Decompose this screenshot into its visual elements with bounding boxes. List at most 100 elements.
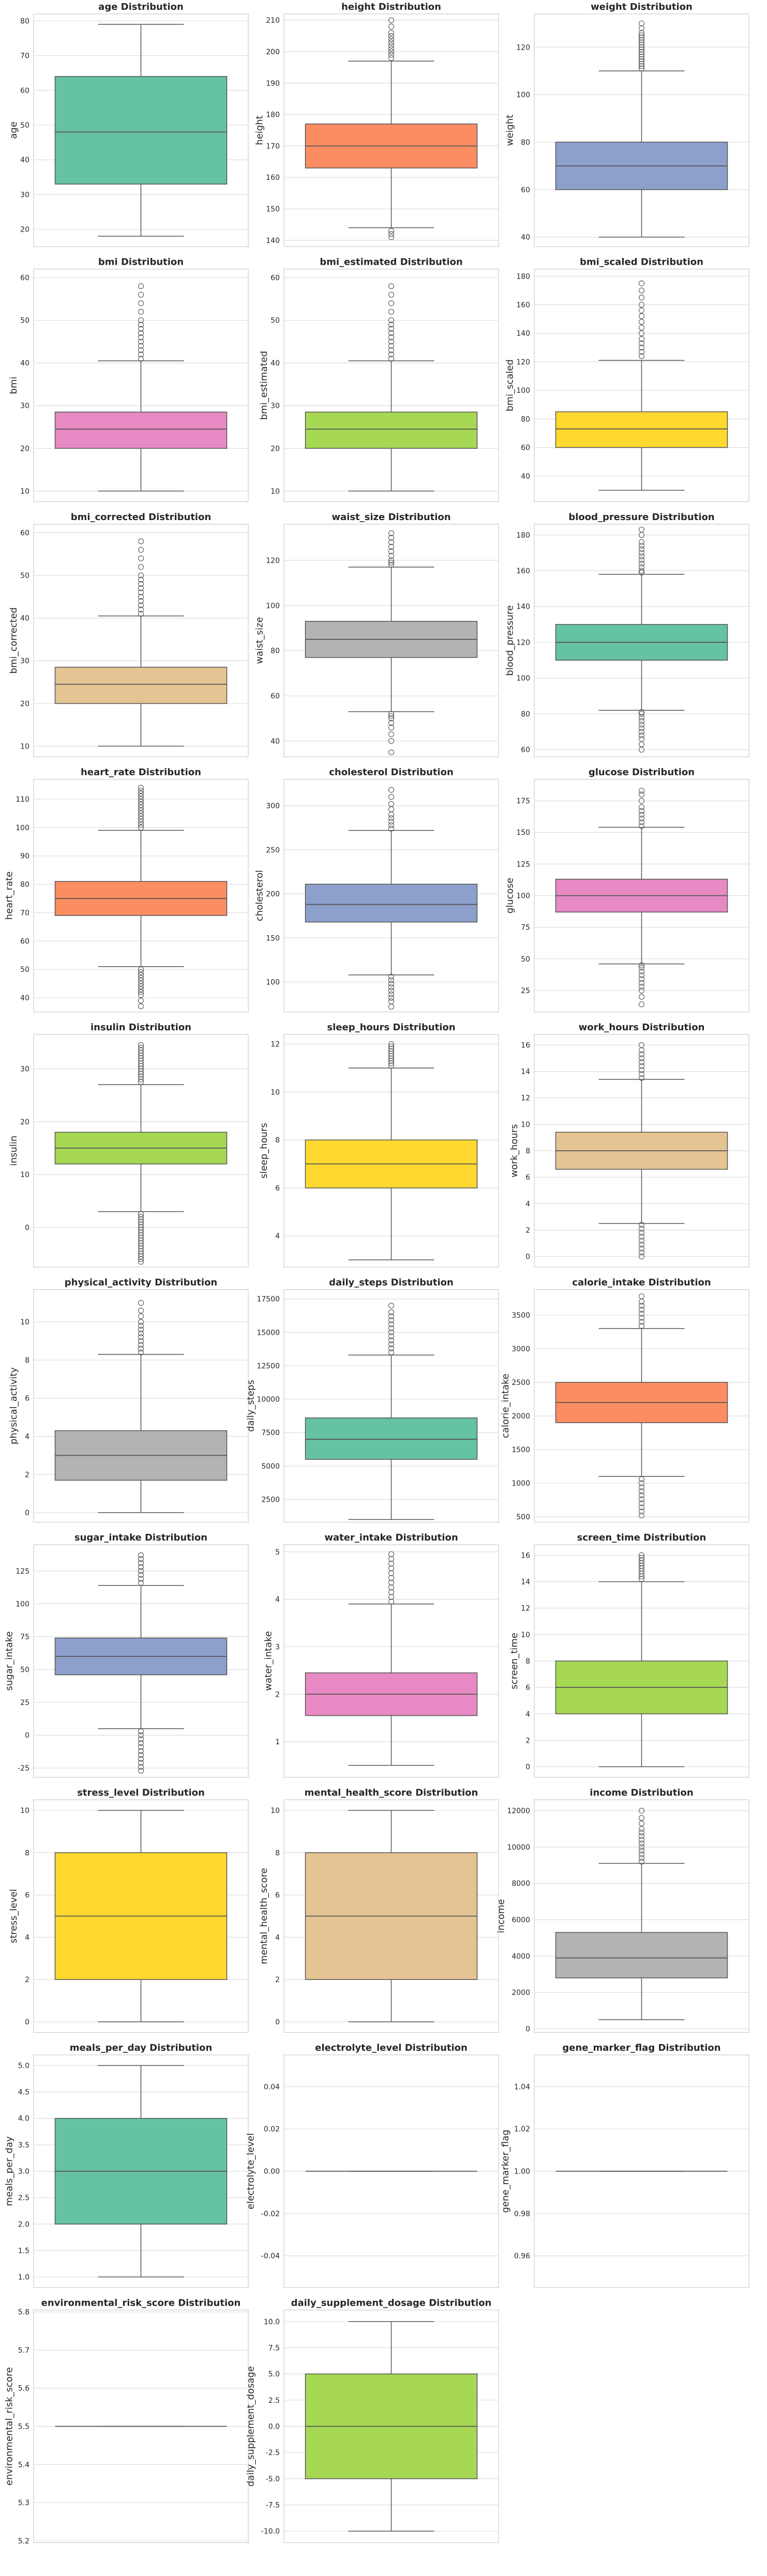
y-tick-label: 140 [516,330,530,338]
y-tick-label: 50 [20,1666,29,1674]
y-tick-label: 50 [20,317,29,325]
outlier-point [388,544,395,550]
y-axis-label: bmi_scaled [505,359,516,411]
outlier-point [638,980,645,986]
y-axis-label: environmental_risk_score [4,2367,15,2486]
outlier-point [638,564,645,570]
y-tick-label: 5.8 [18,2308,29,2316]
y-tick-label: 7500 [261,1429,280,1437]
outlier-point [638,815,645,821]
y-axis-label: income [496,1899,507,1933]
y-tick-label: 2000 [512,1989,530,1997]
y-tick-label: 17500 [257,1295,280,1304]
outlier-point [388,826,395,832]
outlier-point [638,1508,645,1515]
outlier-point [638,35,645,41]
outlier-point [638,718,645,724]
outlier-point [388,309,395,315]
chart-title: bmi_estimated Distribution [320,257,463,268]
outlier-point [138,581,144,587]
outlier-point [638,968,645,974]
outlier-point [638,1226,645,1232]
chart-title: work_hours Distribution [579,1022,705,1033]
y-axis-label: bmi [8,377,19,394]
y-tick-label: 4 [525,1710,530,1718]
outlier-point [138,292,144,298]
y-tick-label: 40 [270,737,280,745]
y-tick-label: 50 [270,317,280,325]
outlier-point [638,30,645,36]
outlier-point [388,1589,395,1595]
outlier-point [388,1551,395,1557]
outlier-point [138,606,144,613]
outlier-point [388,39,395,45]
outlier-point [138,317,144,324]
subplot: 20 30 40 50 60 70 80 age Distribution age [8,2,249,247]
outlier-point [388,995,395,1001]
y-tick-label: 100 [16,824,29,832]
outlier-point [638,557,645,563]
outlier-point [388,1598,395,1605]
outlier-point [638,984,645,990]
y-tick-label: 120 [266,557,280,565]
outlier-point [138,997,144,1004]
outlier-point [638,344,645,350]
outlier-point [388,1570,395,1576]
y-tick-label: 150 [266,205,280,214]
y-tick-label: 7.5 [268,2344,280,2352]
outlier-point [138,807,144,814]
y-tick-label: 40 [20,994,29,1002]
outlier-point [138,1560,144,1566]
chart-title: glucose Distribution [589,767,695,778]
outlier-point [388,23,395,29]
y-tick-label: 10000 [507,1843,530,1852]
outlier-point [138,989,144,995]
outlier-point [138,1572,144,1578]
subplot: 5.2 5.3 5.4 5.5 5.6 5.7 5.8 environmental_risk_… [4,2298,249,2545]
outlier-point [388,322,395,328]
outlier-point [388,822,395,828]
outlier-point [388,749,395,755]
outlier-point [138,1760,144,1766]
y-tick-label: 60 [20,274,29,282]
outlier-point [138,796,144,802]
outlier-point [138,821,144,828]
y-tick-label: 5.0 [18,2062,29,2070]
y-tick-label: 120 [516,43,530,52]
outlier-point [638,1480,645,1486]
outlier-point [638,1253,645,1260]
y-axis-label: mental_health_score [259,1868,269,1964]
y-tick-label: 12 [521,1605,530,1613]
outlier-point [388,794,395,800]
outlier-point [388,715,395,722]
outlier-point [638,1833,645,1839]
outlier-point [388,1053,395,1059]
y-tick-label: 60 [20,87,29,95]
y-tick-label: 10 [270,1807,280,1815]
outlier-point [638,42,645,48]
subplot: 40 60 80 100 120 weight Distribution weight [505,2,749,247]
y-tick-label: 5.0 [268,2370,280,2379]
y-axis-label: sugar_intake [4,1632,15,1691]
outlier-point [138,593,144,600]
outlier-point [638,972,645,979]
outlier-point [138,1732,144,1739]
outlier-point [638,711,645,717]
outlier-point [388,42,395,49]
y-tick-label: -0.02 [261,2210,280,2218]
y-axis-label: bmi_corrected [8,607,19,674]
outlier-point [388,548,395,554]
y-tick-label: 8 [275,1849,280,1857]
outlier-point [638,1504,645,1511]
chart-title: bmi_scaled Distribution [580,257,703,268]
y-axis-label: work_hours [509,1124,520,1177]
y-tick-label: 4.0 [18,2115,29,2123]
y-tick-label: 3000 [512,1345,530,1353]
outlier-point [388,33,395,39]
y-tick-label: 0 [25,1509,29,1517]
y-tick-label: 210 [266,17,280,25]
outlier-point [138,983,144,989]
outlier-point [638,539,645,545]
outlier-point [388,1041,395,1047]
outlier-point [388,998,395,1004]
